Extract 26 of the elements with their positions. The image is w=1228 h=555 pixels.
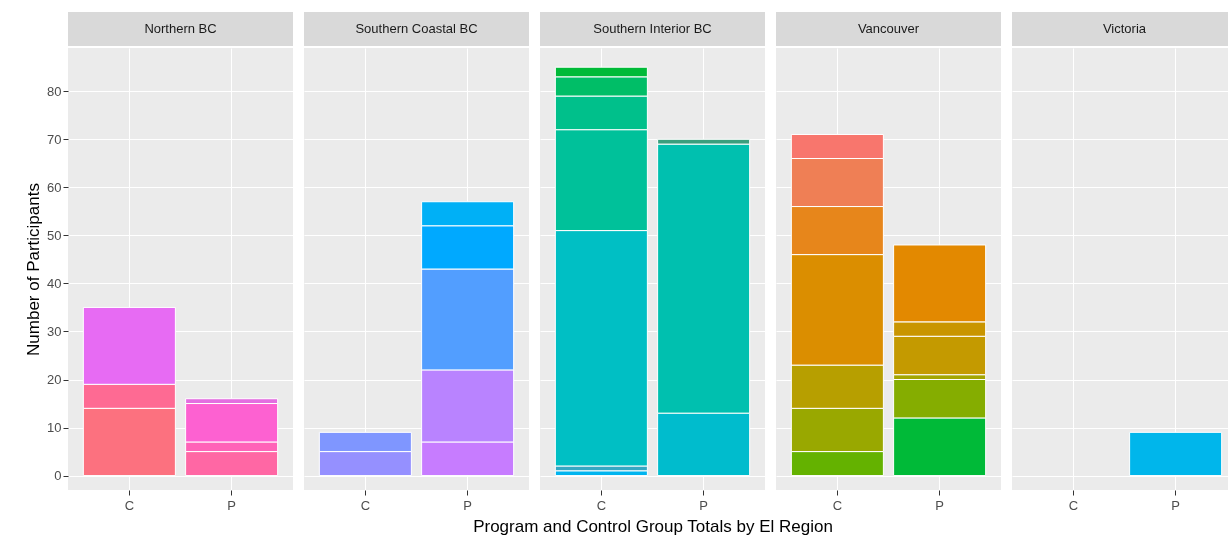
y-tick-label: 80 <box>47 83 62 99</box>
chart-title: Southern Interior BC <box>593 21 712 36</box>
x-tick-label: C <box>596 497 607 513</box>
x-tick-label: P <box>935 497 944 513</box>
y-tick-label: 50 <box>47 227 62 243</box>
x-tick-label: C <box>1068 497 1079 513</box>
y-tick-label: 30 <box>47 323 62 339</box>
x-tick-label: C <box>124 497 135 513</box>
x-axis-title: Program and Control Group Totals by El Region <box>473 516 833 536</box>
chart-title: Southern Coastal BC <box>355 21 478 36</box>
y-tick-label: 0 <box>54 468 62 484</box>
chart-title: Victoria <box>1102 21 1147 36</box>
x-tick-label: C <box>360 497 371 513</box>
chart-title: Vancouver <box>857 21 920 36</box>
chart-title: Northern BC <box>144 21 217 36</box>
y-tick-label: 10 <box>47 420 62 436</box>
y-tick-label: 60 <box>47 179 62 195</box>
x-tick-label: P <box>227 497 236 513</box>
y-tick-label: 40 <box>47 275 62 291</box>
y-axis-title: Number of Participants <box>24 183 44 356</box>
x-tick-label: C <box>832 497 843 513</box>
x-tick-label: P <box>463 497 472 513</box>
x-tick-label: P <box>699 497 708 513</box>
y-tick-label: 70 <box>47 131 62 147</box>
y-tick-label: 20 <box>47 372 62 387</box>
x-tick-label: P <box>1171 497 1180 513</box>
